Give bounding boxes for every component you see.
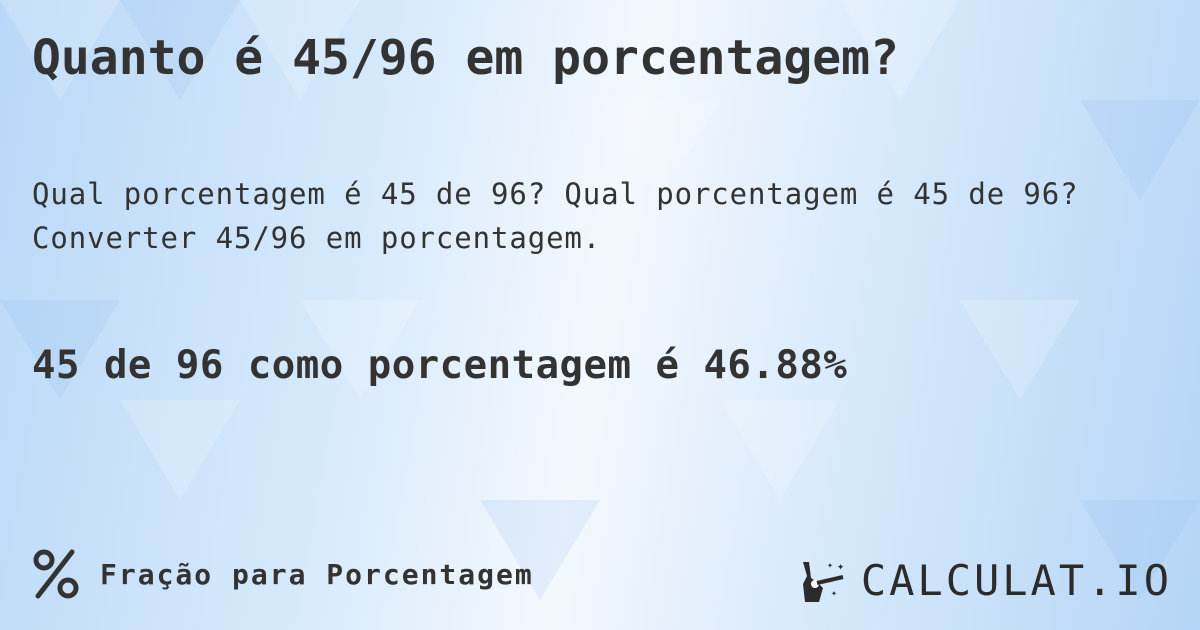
logo-text: CALCULAT.IO — [860, 556, 1172, 605]
subtitle-line-2: Converter 45/96 em porcentagem. — [32, 221, 602, 255]
subtitle-line-1: Qual porcentagem é 45 de 96? Qual porcen… — [32, 177, 1079, 211]
page-title: Quanto é 45/96 em porcentagem? — [32, 30, 899, 86]
subtitle: Qual porcentagem é 45 de 96? Qual porcen… — [32, 172, 1079, 260]
result-text: 45 de 96 como porcentagem é 46.88% — [32, 343, 848, 388]
category-label: Fração para Porcentagem — [100, 557, 534, 591]
magic-hand-icon: ✦ ✦ ✦ — [802, 559, 844, 602]
percent-icon — [33, 549, 79, 599]
svg-text:✦: ✦ — [837, 559, 844, 573]
calculat-logo[interactable]: ✦ ✦ ✦ CALCULAT.IO — [799, 556, 1172, 605]
svg-text:✦: ✦ — [831, 588, 837, 599]
svg-text:✦: ✦ — [827, 560, 833, 571]
category-link[interactable]: Fração para Porcentagem — [32, 548, 534, 600]
